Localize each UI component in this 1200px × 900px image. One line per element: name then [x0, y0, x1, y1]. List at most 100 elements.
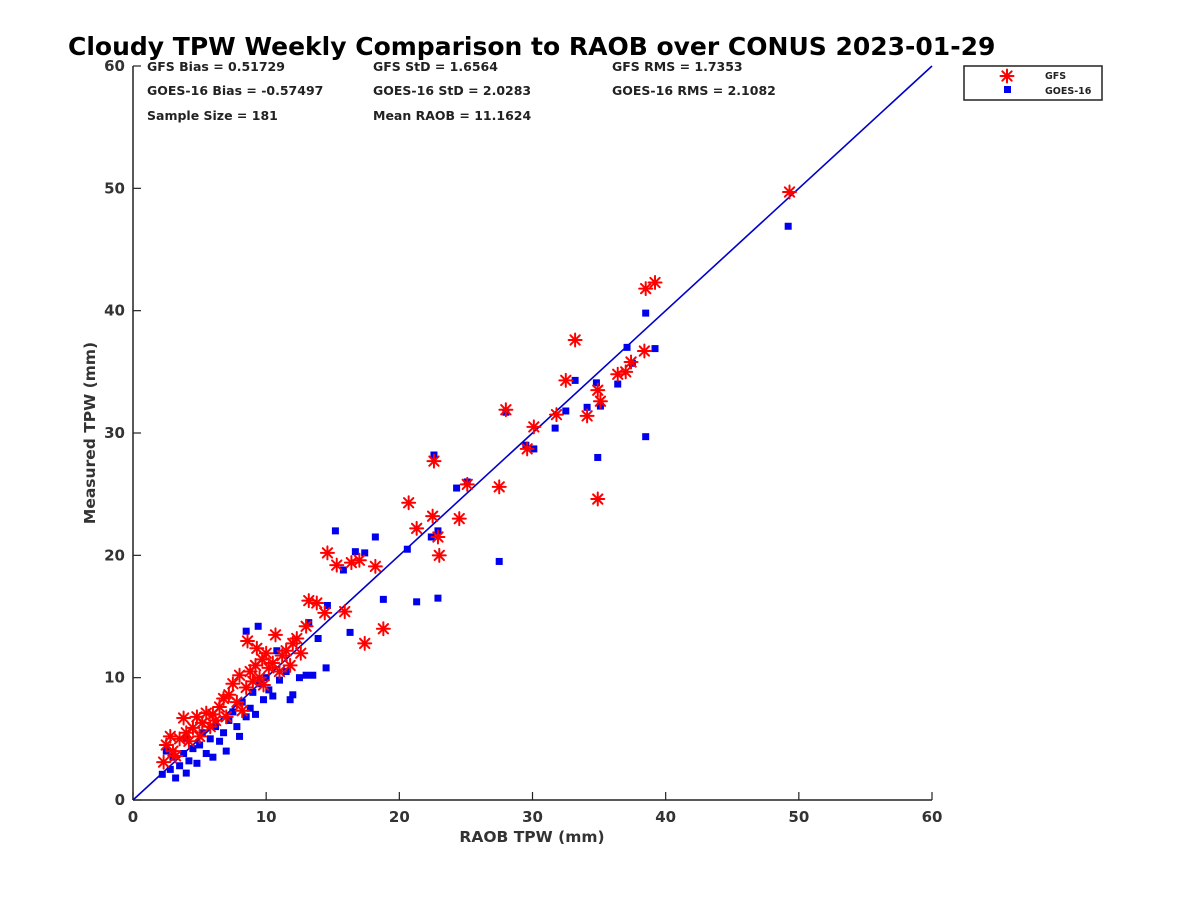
goes-point	[222, 747, 230, 755]
goes-std-label: GOES-16 StD = 2.0283	[373, 83, 531, 98]
gfs-point	[240, 633, 256, 649]
goes-point	[434, 594, 442, 602]
goes-point	[314, 635, 322, 643]
goes-point	[784, 222, 792, 230]
goes-point	[189, 745, 197, 753]
goes-point	[249, 688, 257, 696]
gfs-point	[289, 631, 305, 647]
goes-point	[379, 595, 387, 603]
goes-point	[413, 598, 421, 606]
gfs-rms-label: GFS RMS = 1.7353	[612, 59, 743, 74]
gfs-point	[636, 343, 652, 359]
gfs-point	[491, 479, 507, 495]
x-tick-label: 30	[522, 808, 543, 826]
goes-point	[220, 729, 228, 737]
gfs-point	[267, 627, 283, 643]
gfs-point	[208, 712, 224, 728]
goes-point	[361, 549, 369, 557]
gfs-point	[526, 419, 542, 435]
gfs-point	[357, 635, 373, 651]
gfs-point	[232, 667, 248, 683]
goes-point	[180, 750, 188, 758]
gfs-point	[592, 393, 608, 409]
chart-title: Cloudy TPW Weekly Comparison to RAOB ove…	[68, 32, 995, 61]
gfs-point	[282, 657, 298, 673]
gfs-std-label: GFS StD = 1.6564	[373, 59, 498, 74]
gfs-point	[430, 529, 446, 545]
goes-point	[302, 671, 310, 679]
gfs-point	[519, 441, 535, 457]
x-tick-label: 50	[788, 808, 809, 826]
legend-goes-marker	[1004, 86, 1011, 93]
goes-point	[206, 735, 214, 743]
gfs-point	[498, 402, 514, 418]
goes-point	[229, 708, 237, 716]
legend-goes-label: GOES-16	[1045, 86, 1092, 97]
gfs-point	[258, 645, 274, 661]
gfs-point	[337, 604, 353, 620]
gfs-point	[309, 595, 325, 611]
goes-point	[233, 723, 241, 731]
y-tick-label: 60	[104, 57, 125, 75]
x-tick-label: 0	[128, 808, 138, 826]
x-axis-label: RAOB TPW (mm)	[459, 828, 604, 846]
gfs-point	[590, 491, 606, 507]
x-tick-label: 40	[655, 808, 676, 826]
legend-gfs-marker	[999, 68, 1015, 84]
gfs-point	[567, 332, 583, 348]
goes-point	[242, 713, 250, 721]
goes-point	[351, 548, 359, 556]
gfs-point	[317, 605, 333, 621]
goes-point	[346, 628, 354, 636]
goes-point	[651, 345, 659, 353]
plot-axes: 0 10 20 30 40 50 60 0 10 20 30 40 50 60	[104, 57, 942, 826]
gfs-point	[293, 645, 309, 661]
goes-point	[202, 750, 210, 758]
gfs-point	[409, 520, 425, 536]
goes-point	[571, 376, 579, 384]
gfs-bias-label: GFS Bias = 0.51729	[147, 59, 285, 74]
gfs-point	[168, 748, 184, 764]
mean-raob-label: Mean RAOB = 11.1624	[373, 108, 531, 123]
x-tick-label: 10	[256, 808, 277, 826]
gfs-point	[590, 382, 606, 398]
gfs-point	[162, 728, 178, 744]
goes-point	[246, 704, 254, 712]
goes-point	[289, 691, 297, 699]
goes-point	[196, 741, 204, 749]
sample-size-label: Sample Size = 181	[147, 108, 278, 123]
legend-gfs-asterisk	[999, 68, 1015, 84]
goes-point	[522, 441, 530, 449]
goes-point	[594, 453, 602, 461]
y-tick-label: 20	[104, 546, 125, 564]
goes-point	[322, 664, 330, 672]
y-tick-label: 50	[104, 179, 125, 197]
y-axis-label: Measured TPW (mm)	[81, 342, 99, 524]
goes-point	[592, 379, 600, 387]
goes-point	[166, 765, 174, 773]
gfs-point	[431, 547, 447, 563]
goes-point	[216, 737, 224, 745]
gfs-point	[426, 453, 442, 469]
gfs-point	[401, 495, 417, 511]
gfs-point	[234, 703, 250, 719]
gfs-point	[351, 552, 367, 568]
goes-point	[583, 403, 591, 411]
goes-point	[286, 696, 294, 704]
y-tick-label: 10	[104, 669, 125, 687]
y-tick-label: 0	[115, 791, 125, 809]
goes-point	[614, 380, 622, 388]
gfs-point	[618, 364, 634, 380]
goes-point	[209, 753, 217, 761]
legend-box	[963, 65, 1103, 101]
stats-block: GFS Bias = 0.51729 GFS StD = 1.6564 GFS …	[147, 59, 776, 123]
goes-bias-label: GOES-16 Bias = -0.57497	[147, 83, 323, 98]
goes-point	[275, 676, 283, 684]
goes-point	[642, 309, 650, 317]
goes-point	[323, 601, 331, 609]
gfs-point	[298, 618, 314, 634]
goes-point	[236, 732, 244, 740]
goes-point	[158, 770, 166, 778]
goes-rms-label: GOES-16 RMS = 2.1082	[612, 83, 776, 98]
